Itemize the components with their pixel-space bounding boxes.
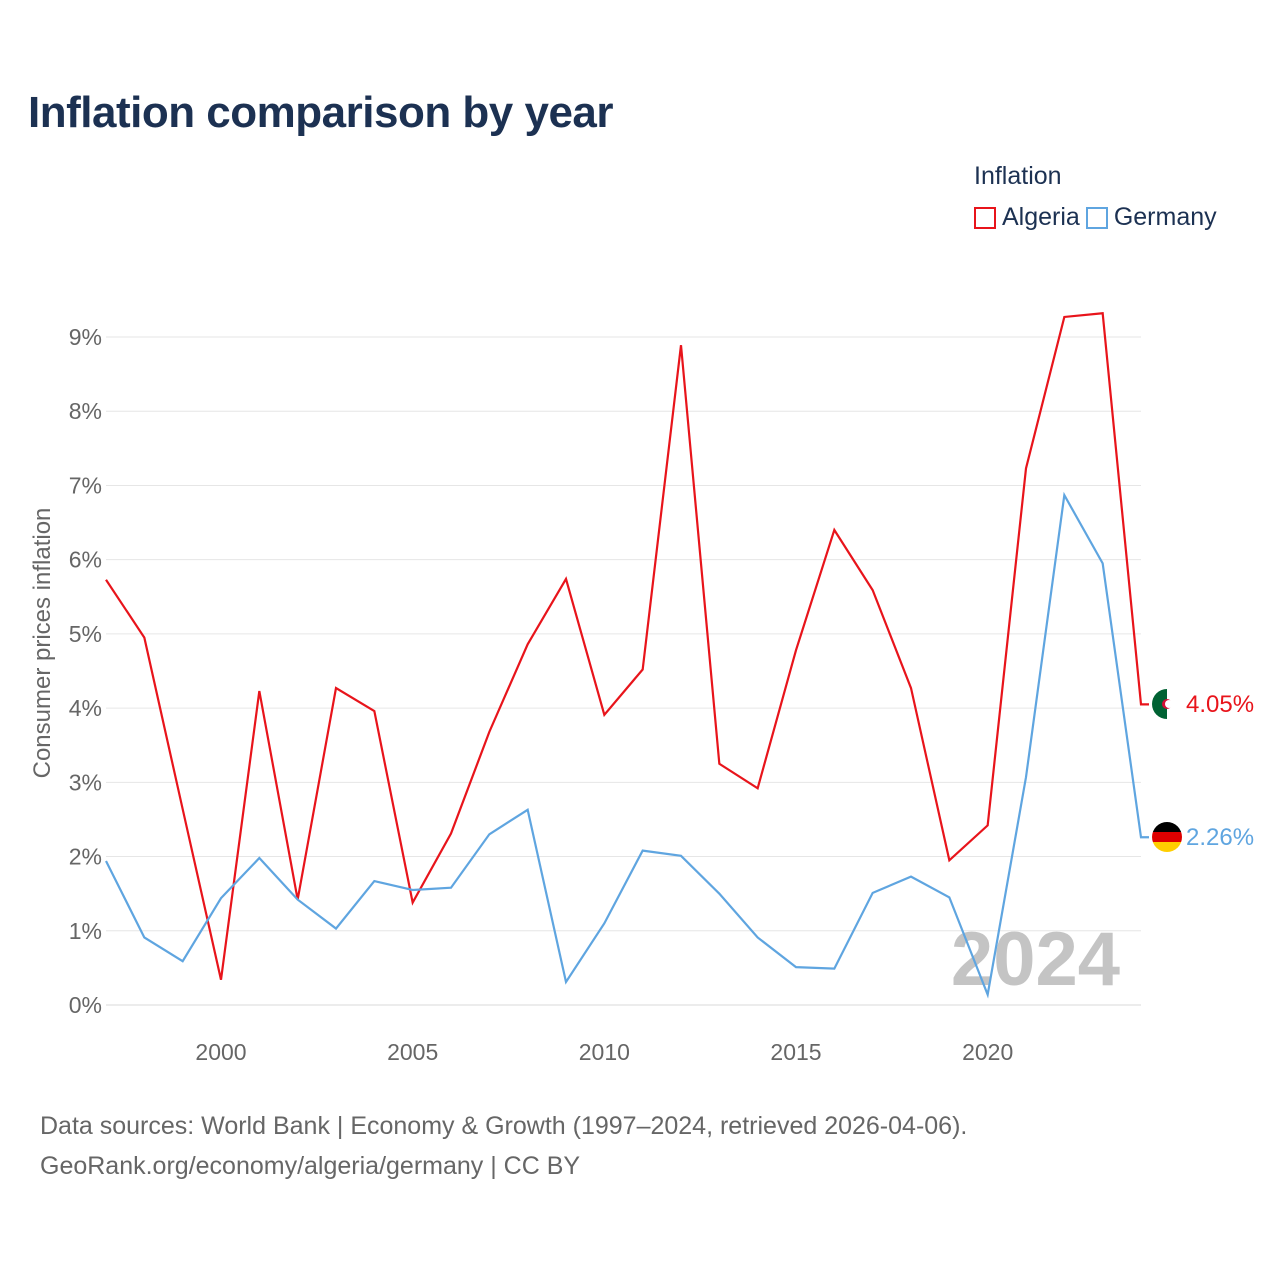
series-line-algeria xyxy=(105,312,1149,981)
legend: Inflation Algeria Germany xyxy=(974,162,1223,232)
legend-label-germany: Germany xyxy=(1113,203,1217,231)
source-note: Data sources: World Bank | Economy & Gro… xyxy=(40,1106,967,1186)
algeria-end-label: 4.05% xyxy=(1186,691,1254,718)
y-tick-label: 2% xyxy=(69,844,102,870)
y-tick-label: 8% xyxy=(69,398,102,424)
x-tick-label: 2020 xyxy=(962,1039,1013,1065)
legend-label-algeria: Algeria xyxy=(1002,203,1080,231)
legend-swatch-germany xyxy=(1085,206,1108,229)
source-line-1: Data sources: World Bank | Economy & Gro… xyxy=(40,1112,968,1140)
y-tick-label: 5% xyxy=(69,621,102,647)
germany-end-label: 2.26% xyxy=(1186,824,1254,851)
y-tick-label: 4% xyxy=(69,695,102,721)
y-tick-label: 9% xyxy=(69,324,102,350)
algeria-flag-icon xyxy=(1152,689,1182,719)
y-tick-label: 1% xyxy=(69,918,102,944)
legend-swatch-algeria xyxy=(974,206,996,229)
year-watermark: 2024 xyxy=(951,917,1120,1002)
germany-flag-icon xyxy=(1152,822,1182,852)
legend-item-algeria[interactable]: Algeria xyxy=(974,203,1080,232)
x-tick-label: 2005 xyxy=(387,1039,438,1065)
series-line-germany xyxy=(105,491,1149,999)
x-tick-label: 2000 xyxy=(195,1039,246,1065)
y-tick-label: 3% xyxy=(69,769,102,795)
source-line-2: GeoRank.org/economy/algeria/germany | CC… xyxy=(40,1152,581,1180)
x-tick-label: 2010 xyxy=(579,1039,630,1065)
y-axis-label: Consumer prices inflation xyxy=(29,508,56,779)
chart-title: Inflation comparison by year xyxy=(28,88,614,137)
y-tick-label: 6% xyxy=(69,547,102,573)
y-tick-label: 0% xyxy=(69,992,102,1018)
x-tick-label: 2015 xyxy=(770,1039,821,1065)
legend-title: Inflation xyxy=(974,162,1062,190)
legend-item-germany[interactable]: Germany xyxy=(1085,203,1217,232)
y-tick-label: 7% xyxy=(69,472,102,498)
